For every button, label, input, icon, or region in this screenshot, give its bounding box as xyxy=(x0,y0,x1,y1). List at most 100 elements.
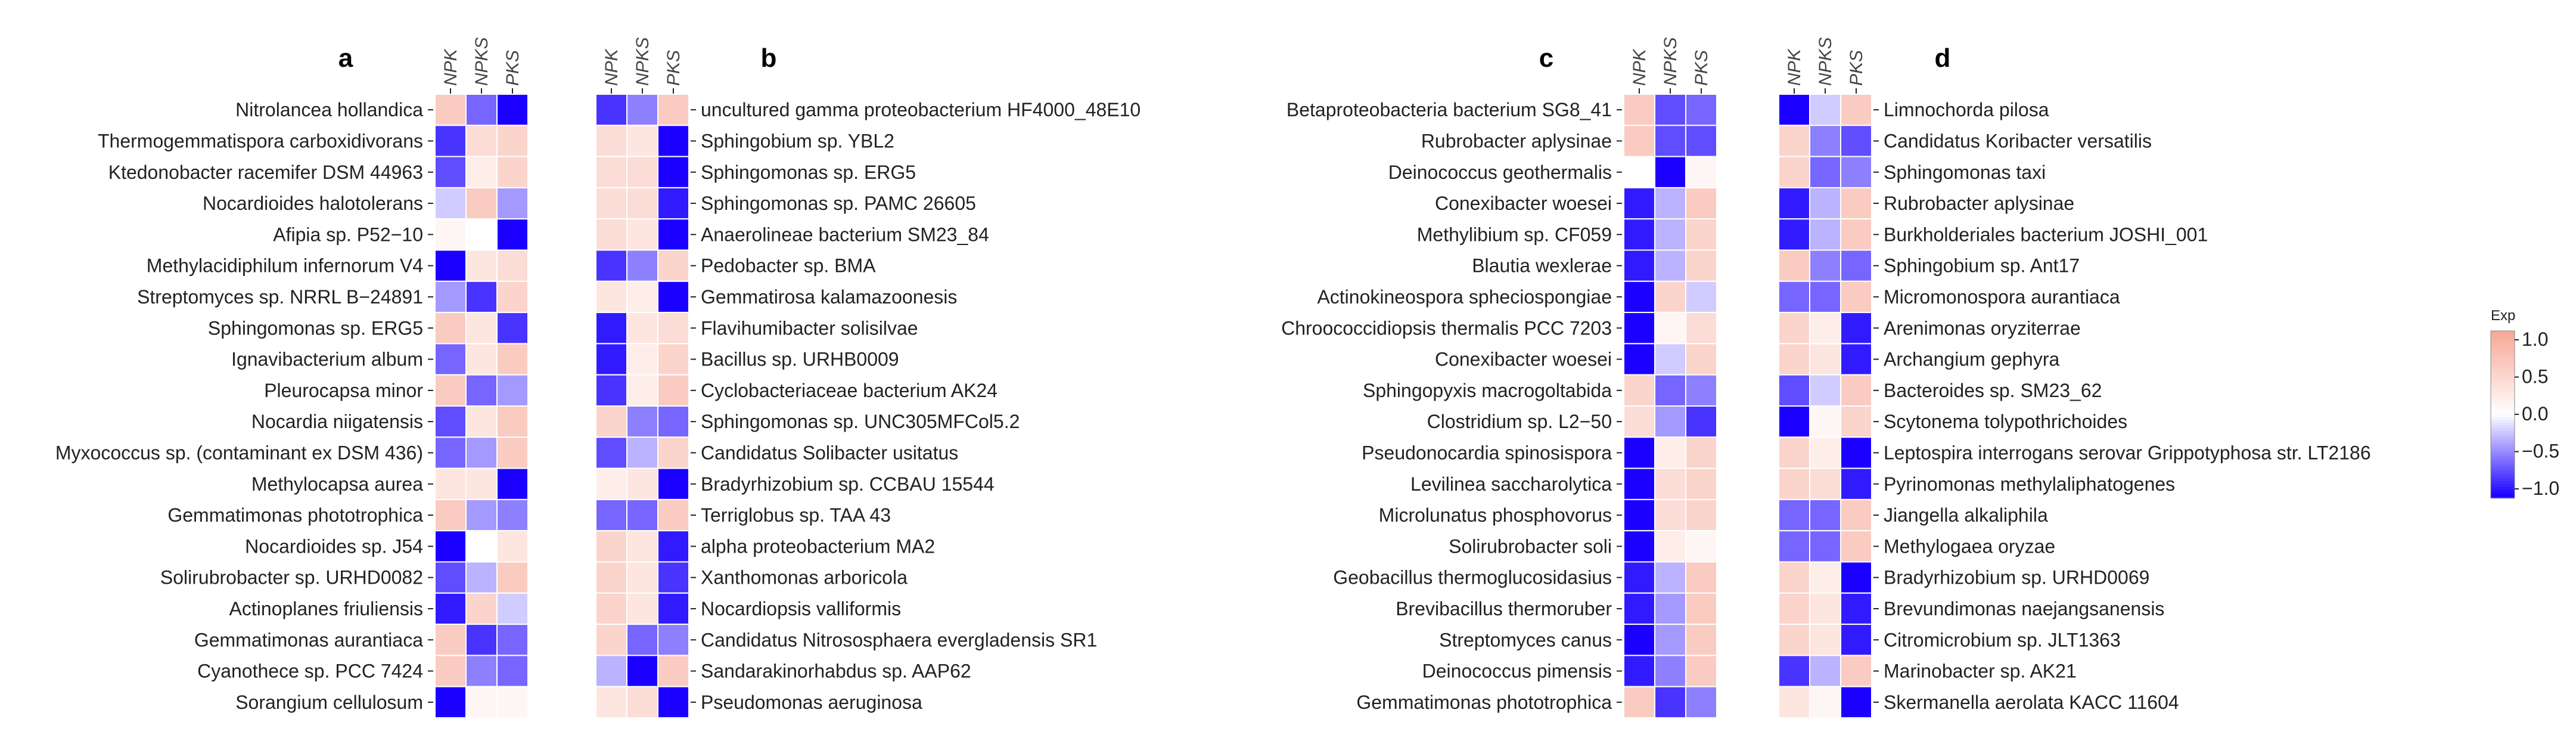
row-label: Arenimonas oryziterrae xyxy=(1884,317,2081,339)
legend-tick-label: 0.0 xyxy=(2522,403,2548,424)
heatmap-cell xyxy=(595,624,627,656)
legend-color-step xyxy=(2491,420,2515,423)
heatmap-cell xyxy=(595,374,627,407)
heatmap-cell xyxy=(1840,280,1872,314)
heatmap-cell xyxy=(1654,343,1686,376)
heatmap-cell xyxy=(626,249,658,282)
legend-color-step xyxy=(2491,398,2515,401)
legend-color-step xyxy=(2491,481,2515,485)
heatmap-cell xyxy=(1778,405,1810,438)
heatmap-cell xyxy=(1685,405,1717,438)
heatmap-cell xyxy=(595,436,627,469)
row-label: Nocardia niigatensis xyxy=(251,411,423,432)
row-label: Cyanothece sp. PCC 7424 xyxy=(197,661,423,682)
row-label: uncultured gamma proteobacterium HF4000_… xyxy=(701,99,1141,120)
heatmap-cell xyxy=(1778,624,1810,656)
heatmap-cell xyxy=(465,94,498,126)
heatmap-cell xyxy=(1623,498,1655,532)
legend-color-step xyxy=(2491,339,2515,343)
heatmap-cell xyxy=(465,655,498,687)
heatmap-cell xyxy=(1809,498,1841,532)
row-label: Ktedonobacter racemifer DSM 44963 xyxy=(108,162,423,183)
legend-color-step xyxy=(2491,389,2515,393)
heatmap-cell xyxy=(1809,156,1841,188)
heatmap-cell xyxy=(1623,156,1655,188)
heatmap-cell xyxy=(657,655,689,687)
heatmap-cell xyxy=(1778,498,1810,532)
legend-color-step xyxy=(2491,381,2515,385)
heatmap-cell xyxy=(434,218,467,251)
heatmap-cell xyxy=(595,655,627,687)
column-header-npks: NPKS xyxy=(472,37,492,86)
heatmap-cell xyxy=(434,467,467,500)
heatmap-cell xyxy=(434,280,467,314)
heatmap-cell xyxy=(434,374,467,407)
heatmap-cell xyxy=(434,156,467,188)
heatmap-cell xyxy=(1809,686,1841,718)
legend-color-step xyxy=(2491,392,2515,396)
heatmap-cell xyxy=(1809,624,1841,656)
heatmap-cell xyxy=(1840,343,1872,376)
panel-d-label: d xyxy=(1935,44,1951,73)
heatmap-cell xyxy=(465,624,498,656)
legend-color-step xyxy=(2491,467,2515,471)
heatmap-cell xyxy=(1840,498,1872,532)
row-label: Anaerolineae bacterium SM23_84 xyxy=(701,224,989,245)
legend-color-step xyxy=(2491,433,2515,438)
legend-color-step xyxy=(2491,400,2515,404)
heatmap-cell xyxy=(1809,374,1841,407)
legend-color-step xyxy=(2491,436,2515,440)
legend-color-step xyxy=(2491,425,2515,429)
heatmap-cell xyxy=(1685,686,1717,718)
heatmap-cell xyxy=(1778,280,1810,314)
row-label: Marinobacter sp. AK21 xyxy=(1884,661,2077,682)
row-label: Conexibacter woesei xyxy=(1435,349,1612,370)
heatmap-cell xyxy=(1654,467,1686,500)
legend-color-step xyxy=(2491,495,2515,498)
legend-color-step xyxy=(2491,456,2515,460)
row-label: Actinokineospora spheciospongiae xyxy=(1317,286,1612,308)
heatmap-cell xyxy=(626,280,658,314)
row-label: Sandarakinorhabdus sp. AAP62 xyxy=(701,661,971,682)
heatmap-cell xyxy=(1654,280,1686,314)
heatmap-cell xyxy=(595,343,627,376)
heatmap-cell xyxy=(1623,436,1655,469)
heatmap-cell xyxy=(1809,218,1841,251)
row-label: Nitrolancea hollandica xyxy=(235,99,423,120)
heatmap-cell xyxy=(1623,467,1655,500)
heatmap-cell xyxy=(1778,187,1810,220)
legend-color-step xyxy=(2491,417,2515,421)
heatmap-cell xyxy=(1809,343,1841,376)
column-header-pks: PKS xyxy=(1692,50,1711,86)
heatmap-cell xyxy=(1654,312,1686,345)
legend-color-step xyxy=(2491,331,2515,334)
row-label: Solirubrobacter soli xyxy=(1449,535,1612,557)
legend-color-step xyxy=(2491,353,2515,357)
row-label: Sphingobium sp. YBL2 xyxy=(701,130,894,151)
row-label: Jiangella alkaliphila xyxy=(1884,504,2048,526)
heatmap-cell xyxy=(595,187,627,220)
heatmap-cell xyxy=(1685,436,1717,469)
heatmap-cell xyxy=(1778,655,1810,687)
panel-c-label: c xyxy=(1539,44,1553,73)
heatmap-cell xyxy=(1840,561,1872,594)
heatmap-cell xyxy=(1685,312,1717,345)
heatmap-cell xyxy=(1685,125,1717,157)
legend-color-step xyxy=(2491,478,2515,482)
legend-color-step xyxy=(2491,448,2515,451)
row-label: Citromicrobium sp. JLT1363 xyxy=(1884,629,2121,650)
heatmap-cell xyxy=(496,530,529,563)
heatmap-cell xyxy=(1654,405,1686,438)
row-label: Sphingomonas sp. ERG5 xyxy=(208,317,423,339)
heatmap-cell xyxy=(1685,187,1717,220)
heatmap-cell xyxy=(595,312,627,345)
legend-color-step xyxy=(2491,350,2515,354)
heatmap-cell xyxy=(657,498,689,532)
row-label: Streptomyces canus xyxy=(1439,629,1612,650)
heatmap-cell xyxy=(626,218,658,251)
heatmap-cell xyxy=(434,498,467,532)
row-label: Ignavibacterium album xyxy=(231,349,423,370)
heatmap-cell xyxy=(1623,655,1655,687)
heatmap-cell xyxy=(1778,374,1810,407)
row-label: Scytonema tolypothrichoides xyxy=(1884,411,2127,432)
